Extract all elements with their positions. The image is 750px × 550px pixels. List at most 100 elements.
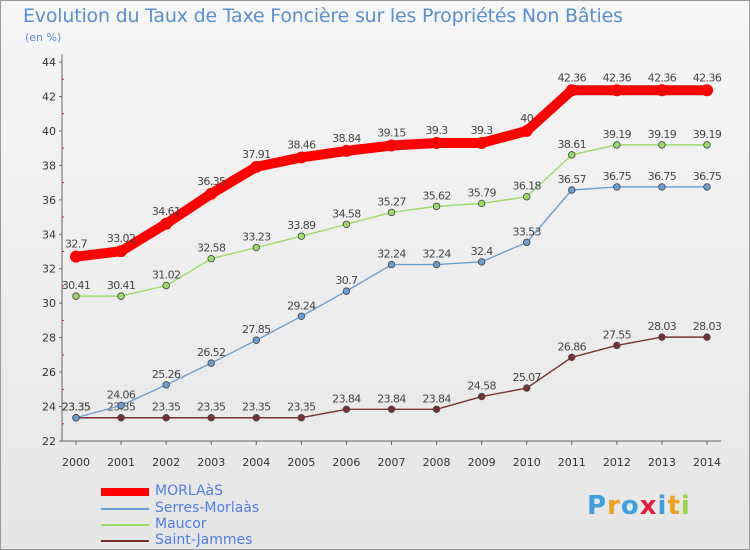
data-label-serres-morlaas: 36.75 [648, 170, 677, 183]
data-point-morlaas [520, 124, 533, 137]
data-label-saint-jammes: 26.86 [558, 340, 587, 353]
logo-letter: i [680, 491, 691, 521]
data-point-maucor [613, 141, 621, 149]
logo-letter: P [587, 491, 608, 521]
y-tick-label: 22 [42, 435, 56, 448]
data-label-saint-jammes: 28.03 [648, 320, 677, 333]
data-label-serres-morlaas: 32.24 [422, 248, 451, 261]
data-label-morlaas: 42.36 [603, 71, 632, 84]
legend-label-saint-jammes: Saint-Jammes [155, 532, 253, 548]
data-point-maucor [252, 243, 260, 252]
data-label-morlaas: 38.46 [287, 138, 316, 151]
data-label-maucor: 35.79 [467, 186, 496, 199]
data-point-saint-jammes [523, 384, 531, 392]
y-tick-label: 24 [42, 401, 56, 414]
data-point-serres-morlaas [703, 183, 711, 191]
y-tick-label: 34 [42, 228, 56, 241]
data-point-morlaas [115, 245, 128, 258]
data-point-morlaas [655, 84, 668, 97]
logo-letter: r [607, 491, 621, 521]
legend-swatch-morlaas [101, 488, 149, 496]
data-point-maucor [568, 151, 576, 159]
data-point-saint-jammes [658, 333, 666, 341]
data-label-morlaas: 32.7 [65, 238, 88, 251]
x-tick-label: 2003 [197, 456, 225, 469]
data-point-morlaas [701, 84, 713, 97]
data-label-saint-jammes: 24.58 [467, 380, 496, 393]
data-point-maucor [162, 281, 170, 290]
legend-label-maucor: Maucor [155, 516, 207, 532]
data-point-serres-morlaas [297, 312, 306, 320]
data-point-serres-morlaas [117, 401, 125, 410]
data-label-maucor: 35.62 [422, 189, 451, 202]
y-tick-label: 42 [42, 90, 56, 103]
chart-unit-label: (en %) [25, 31, 62, 44]
data-label-morlaas: 33.02 [107, 232, 136, 245]
data-label-serres-morlaas: 36.57 [558, 173, 587, 186]
data-label-maucor: 32.58 [197, 242, 226, 255]
logo-letter: t [667, 491, 681, 521]
data-label-serres-morlaas: 26.52 [197, 346, 226, 359]
data-label-serres-morlaas: 33.53 [512, 225, 541, 238]
data-label-morlaas: 36.35 [197, 175, 226, 188]
data-point-morlaas [475, 136, 488, 149]
x-tick-label: 2013 [648, 456, 676, 469]
data-point-maucor [703, 141, 711, 149]
y-tick-label: 36 [42, 194, 56, 207]
legend-swatch-serres-morlaas [101, 508, 149, 510]
data-point-saint-jammes [117, 414, 125, 422]
x-tick-label: 2006 [332, 456, 360, 469]
data-label-morlaas: 37.91 [242, 148, 271, 161]
data-label-morlaas: 42.36 [648, 71, 677, 84]
data-point-serres-morlaas [477, 258, 486, 266]
data-label-serres-morlaas: 36.75 [693, 170, 722, 183]
y-tick-label: 28 [42, 332, 56, 345]
data-point-maucor [72, 292, 80, 300]
legend-swatch-saint-jammes [101, 540, 149, 542]
data-label-serres-morlaas: 29.24 [287, 299, 316, 312]
data-point-serres-morlaas [432, 260, 441, 269]
data-label-saint-jammes: 23.84 [332, 392, 361, 405]
data-label-serres-morlaas: 24.06 [107, 389, 136, 402]
data-point-serres-morlaas [523, 238, 531, 247]
logo-letter: i [657, 491, 668, 521]
data-point-morlaas [250, 160, 263, 173]
data-point-maucor [658, 141, 666, 149]
data-point-morlaas [430, 136, 443, 149]
x-tick-label: 2008 [423, 456, 451, 469]
data-label-serres-morlaas: 36.75 [603, 170, 632, 183]
data-point-serres-morlaas [72, 414, 80, 422]
data-point-saint-jammes [568, 353, 576, 361]
x-tick-label: 2005 [287, 456, 315, 469]
y-tick-label: 44 [42, 56, 56, 69]
data-label-saint-jammes: 23.35 [287, 401, 316, 414]
x-tick-label: 2011 [558, 456, 586, 469]
data-label-maucor: 38.61 [558, 138, 587, 151]
data-point-maucor [523, 193, 531, 201]
data-point-morlaas [610, 84, 623, 97]
y-tick-label: 32 [42, 263, 56, 276]
x-tick-label: 2001 [107, 456, 135, 469]
data-label-saint-jammes: 23.35 [62, 401, 91, 414]
data-point-morlaas [295, 151, 308, 164]
data-label-saint-jammes: 23.84 [422, 392, 451, 405]
data-point-maucor [477, 199, 486, 208]
data-point-serres-morlaas [252, 336, 260, 344]
data-label-serres-morlaas: 23.35 [62, 401, 91, 414]
data-label-saint-jammes: 27.55 [603, 328, 632, 341]
data-point-serres-morlaas [162, 381, 170, 389]
x-tick-label: 2010 [513, 456, 541, 469]
data-point-serres-morlaas [568, 186, 576, 194]
data-point-saint-jammes [162, 414, 170, 422]
data-point-maucor [387, 208, 396, 217]
legend-swatch-maucor [101, 524, 149, 526]
data-label-serres-morlaas: 27.85 [242, 323, 271, 336]
data-label-maucor: 33.23 [242, 231, 271, 244]
x-tick-label: 2014 [693, 456, 721, 469]
data-point-morlaas [205, 187, 218, 200]
data-point-saint-jammes [297, 414, 306, 422]
data-label-serres-morlaas: 25.26 [152, 368, 181, 381]
data-label-maucor: 30.41 [107, 279, 136, 292]
data-label-saint-jammes: 23.35 [242, 401, 271, 414]
